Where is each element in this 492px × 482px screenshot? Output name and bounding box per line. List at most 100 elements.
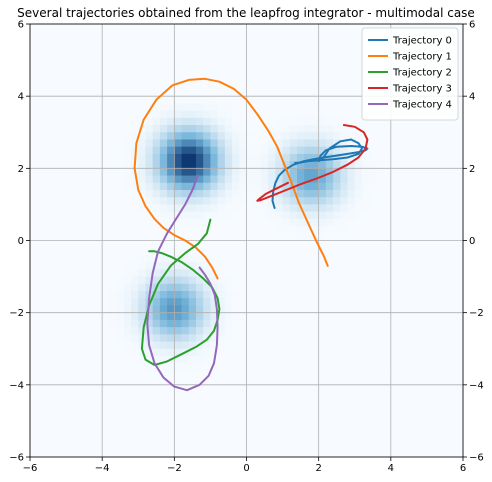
density-cell: [376, 298, 385, 307]
density-cell: [340, 204, 349, 213]
density-cell: [224, 125, 233, 133]
density-cell: [340, 146, 349, 155]
density-cell: [260, 233, 269, 242]
density-cell: [412, 218, 421, 227]
density-cell: [232, 420, 240, 429]
density-cell: [441, 413, 450, 422]
density-cell: [87, 291, 96, 299]
density-cell: [203, 52, 212, 61]
density-cell: [66, 204, 74, 213]
density-cell: [138, 24, 147, 32]
density-cell: [73, 218, 82, 227]
density-cell: [123, 139, 132, 148]
density-cell: [318, 291, 327, 299]
density-cell: [210, 283, 219, 292]
density-cell: [51, 96, 60, 104]
density-cell: [37, 355, 46, 364]
density-cell: [426, 269, 435, 278]
density-cell: [325, 182, 334, 191]
density-cell: [44, 96, 53, 104]
density-cell: [297, 96, 305, 104]
density-cell: [246, 341, 255, 350]
density-cell: [159, 247, 168, 256]
density-cell: [87, 442, 96, 451]
density-cell: [58, 428, 67, 436]
density-cell: [340, 370, 349, 379]
density-cell: [167, 442, 175, 451]
density-cell: [412, 132, 421, 141]
density-cell: [398, 211, 406, 220]
density-cell: [30, 319, 38, 328]
density-cell: [224, 24, 233, 32]
density-cell: [123, 420, 132, 429]
density-cell: [51, 449, 60, 458]
density-cell: [434, 226, 442, 234]
density-cell: [30, 52, 38, 61]
density-cell: [376, 175, 385, 184]
density-cell: [224, 298, 233, 307]
density-cell: [333, 125, 341, 133]
density-cell: [275, 392, 284, 400]
density-cell: [210, 262, 219, 270]
density-cell: [260, 276, 269, 285]
density-cell: [109, 305, 118, 314]
density-cell: [455, 96, 464, 104]
density-cell: [203, 413, 212, 422]
density-cell: [376, 384, 385, 393]
density-cell: [383, 312, 392, 321]
density-cell: [94, 334, 103, 343]
density-cell: [405, 182, 414, 191]
density-cell: [304, 233, 313, 242]
density-cell: [441, 363, 450, 371]
density-cell: [159, 254, 168, 263]
density-cell: [253, 168, 262, 177]
density-cell: [239, 189, 248, 198]
density-cell: [282, 435, 291, 444]
density-cell: [94, 319, 103, 328]
density-cell: [347, 211, 356, 220]
density-cell: [37, 96, 46, 104]
density-cell: [159, 168, 168, 177]
density-cell: [455, 428, 464, 436]
density-cell: [44, 117, 53, 126]
density-cell: [441, 327, 450, 335]
density-cell: [87, 103, 96, 112]
density-cell: [167, 305, 175, 314]
density-cell: [441, 240, 450, 249]
density-cell: [347, 377, 356, 386]
density-cell: [275, 117, 284, 126]
density-cell: [426, 211, 435, 220]
density-cell: [268, 31, 276, 40]
density-cell: [51, 413, 60, 422]
density-cell: [87, 31, 96, 40]
density-cell: [246, 312, 255, 321]
density-cell: [195, 305, 204, 314]
density-cell: [87, 24, 96, 32]
density-cell: [181, 117, 190, 126]
density-cell: [260, 399, 269, 408]
density-cell: [87, 363, 96, 371]
density-cell: [195, 355, 204, 364]
density-cell: [390, 298, 399, 307]
density-cell: [354, 60, 363, 68]
density-cell: [181, 218, 190, 227]
density-cell: [246, 327, 255, 335]
density-cell: [131, 377, 139, 386]
density-cell: [73, 442, 82, 451]
density-cell: [412, 168, 421, 177]
density-cell: [102, 146, 110, 155]
density-cell: [174, 269, 183, 278]
density-cell: [131, 88, 139, 97]
density-cell: [109, 218, 118, 227]
density-cell: [246, 81, 255, 90]
density-cell: [116, 312, 125, 321]
density-cell: [297, 182, 305, 191]
density-cell: [376, 341, 385, 350]
density-cell: [159, 132, 168, 141]
density-cell: [203, 189, 212, 198]
density-cell: [102, 413, 110, 422]
density-cell: [145, 420, 154, 429]
density-cell: [405, 334, 414, 343]
density-cell: [73, 334, 82, 343]
density-cell: [73, 435, 82, 444]
